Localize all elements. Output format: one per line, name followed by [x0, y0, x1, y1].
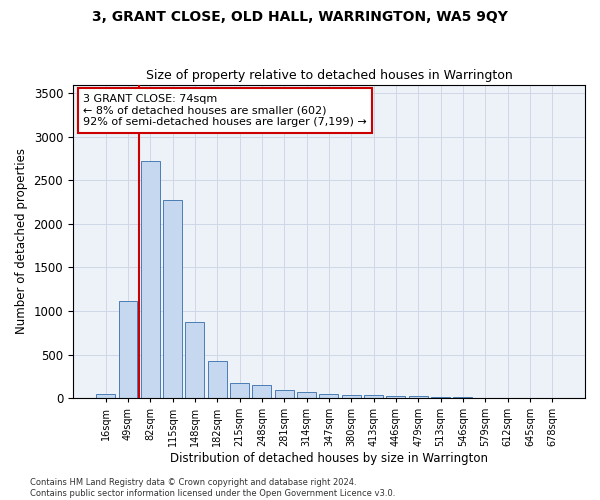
Bar	[163, 200, 182, 398]
Bar	[409, 396, 428, 398]
Y-axis label: Number of detached properties: Number of detached properties	[15, 148, 28, 334]
Bar	[119, 302, 137, 398]
X-axis label: Distribution of detached houses by size in Warrington: Distribution of detached houses by size …	[170, 452, 488, 465]
Bar	[96, 394, 115, 398]
Text: 3 GRANT CLOSE: 74sqm
← 8% of detached houses are smaller (602)
92% of semi-detac: 3 GRANT CLOSE: 74sqm ← 8% of detached ho…	[83, 94, 367, 127]
Bar	[275, 390, 294, 398]
Bar	[185, 322, 205, 398]
Bar	[386, 396, 406, 398]
Bar	[141, 161, 160, 398]
Text: Contains HM Land Registry data © Crown copyright and database right 2024.
Contai: Contains HM Land Registry data © Crown c…	[30, 478, 395, 498]
Bar	[319, 394, 338, 398]
Bar	[230, 383, 249, 398]
Bar	[431, 397, 450, 398]
Text: 3, GRANT CLOSE, OLD HALL, WARRINGTON, WA5 9QY: 3, GRANT CLOSE, OLD HALL, WARRINGTON, WA…	[92, 10, 508, 24]
Bar	[297, 392, 316, 398]
Bar	[364, 396, 383, 398]
Title: Size of property relative to detached houses in Warrington: Size of property relative to detached ho…	[146, 69, 512, 82]
Bar	[342, 394, 361, 398]
Bar	[253, 384, 271, 398]
Bar	[208, 362, 227, 398]
